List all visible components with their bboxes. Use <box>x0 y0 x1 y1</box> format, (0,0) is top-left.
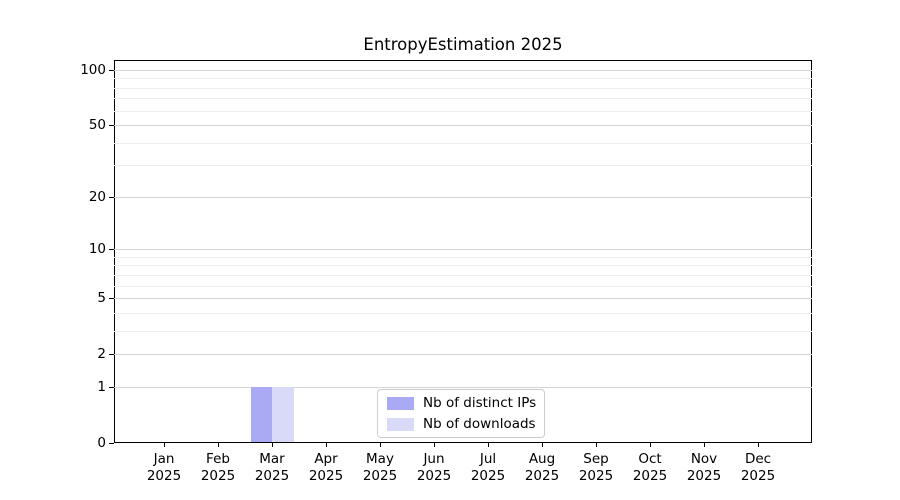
minor-gridline <box>114 78 812 79</box>
x-tick-mark <box>704 443 705 447</box>
y-tick-mark <box>109 249 114 250</box>
x-tick-month: Nov <box>690 451 718 467</box>
x-tick-month: Jan <box>153 451 175 467</box>
major-gridline <box>114 125 812 126</box>
chart-title: EntropyEstimation 2025 <box>363 35 563 54</box>
x-tick-year: 2025 <box>686 468 722 484</box>
y-tick-mark <box>109 125 114 126</box>
minor-gridline <box>114 98 812 99</box>
x-tick-label: Jul 2025 <box>460 451 516 485</box>
x-tick-year: 2025 <box>470 468 506 484</box>
minor-gridline <box>114 313 812 314</box>
x-tick-label: Jun 2025 <box>406 451 462 485</box>
legend-row: Nb of distinct IPs <box>387 395 544 411</box>
x-tick-year: 2025 <box>524 468 560 484</box>
x-tick-year: 2025 <box>200 468 236 484</box>
x-tick-mark <box>380 443 381 447</box>
x-tick-mark <box>164 443 165 447</box>
x-tick-year: 2025 <box>362 468 398 484</box>
legend-swatch <box>387 417 414 431</box>
y-tick-mark <box>109 197 114 198</box>
x-tick-month: Jul <box>479 451 497 467</box>
x-tick-year: 2025 <box>740 468 776 484</box>
minor-gridline <box>114 143 812 144</box>
x-tick-mark <box>542 443 543 447</box>
x-tick-month: Oct <box>638 451 662 467</box>
minor-gridline <box>114 265 812 266</box>
y-tick-label: 50 <box>88 117 106 133</box>
major-gridline <box>114 387 812 388</box>
minor-gridline <box>114 331 812 332</box>
y-tick-mark <box>109 443 114 444</box>
y-tick-label: 0 <box>97 435 106 451</box>
x-tick-year: 2025 <box>308 468 344 484</box>
x-tick-month: Sep <box>583 451 609 467</box>
x-tick-mark <box>488 443 489 447</box>
x-tick-year: 2025 <box>416 468 452 484</box>
y-tick-mark <box>109 354 114 355</box>
x-tick-mark <box>218 443 219 447</box>
legend-label: Nb of downloads <box>423 416 536 432</box>
bar-downloads <box>272 386 294 442</box>
x-tick-year: 2025 <box>578 468 614 484</box>
x-tick-mark <box>434 443 435 447</box>
y-tick-mark <box>109 70 114 71</box>
x-tick-label: Aug 2025 <box>514 451 570 485</box>
x-tick-label: Feb 2025 <box>190 451 246 485</box>
minor-gridline <box>114 111 812 112</box>
major-gridline <box>114 354 812 355</box>
y-tick-label: 100 <box>80 62 106 78</box>
minor-gridline <box>114 275 812 276</box>
x-tick-month: Dec <box>744 451 772 467</box>
x-tick-mark <box>272 443 273 447</box>
major-gridline <box>114 197 812 198</box>
y-tick-label: 10 <box>88 241 106 257</box>
y-tick-label: 2 <box>97 346 106 362</box>
x-tick-month: Feb <box>206 451 230 467</box>
minor-gridline <box>114 286 812 287</box>
x-tick-month: Mar <box>259 451 285 467</box>
major-gridline <box>114 70 812 71</box>
minor-gridline <box>114 88 812 89</box>
x-tick-month: Aug <box>528 451 556 467</box>
y-tick-mark <box>109 387 114 388</box>
x-tick-label: Mar 2025 <box>244 451 300 485</box>
x-tick-mark <box>326 443 327 447</box>
x-tick-year: 2025 <box>632 468 668 484</box>
major-gridline <box>114 249 812 250</box>
x-tick-month: Jun <box>423 451 445 467</box>
x-tick-mark <box>758 443 759 447</box>
x-tick-year: 2025 <box>146 468 182 484</box>
x-tick-year: 2025 <box>254 468 290 484</box>
x-tick-label: Apr 2025 <box>298 451 354 485</box>
minor-gridline <box>114 257 812 258</box>
x-tick-month: May <box>366 451 394 467</box>
plot-area <box>114 60 812 443</box>
minor-gridline <box>114 165 812 166</box>
x-tick-label: May 2025 <box>352 451 408 485</box>
x-tick-label: Sep 2025 <box>568 451 624 485</box>
x-tick-label: Oct 2025 <box>622 451 678 485</box>
y-tick-mark <box>109 298 114 299</box>
x-tick-month: Apr <box>314 451 338 467</box>
legend-swatch <box>387 396 414 410</box>
x-tick-label: Nov 2025 <box>676 451 732 485</box>
x-tick-label: Jan 2025 <box>136 451 192 485</box>
x-tick-mark <box>596 443 597 447</box>
y-tick-label: 5 <box>97 290 106 306</box>
y-tick-label: 20 <box>88 189 106 205</box>
x-tick-label: Dec 2025 <box>730 451 786 485</box>
legend-row: Nb of downloads <box>387 416 544 432</box>
major-gridline <box>114 298 812 299</box>
legend-label: Nb of distinct IPs <box>423 395 537 411</box>
legend: Nb of distinct IPs Nb of downloads <box>377 389 545 438</box>
x-tick-mark <box>650 443 651 447</box>
y-tick-label: 1 <box>97 379 106 395</box>
bar-distinct-ips <box>251 386 272 442</box>
